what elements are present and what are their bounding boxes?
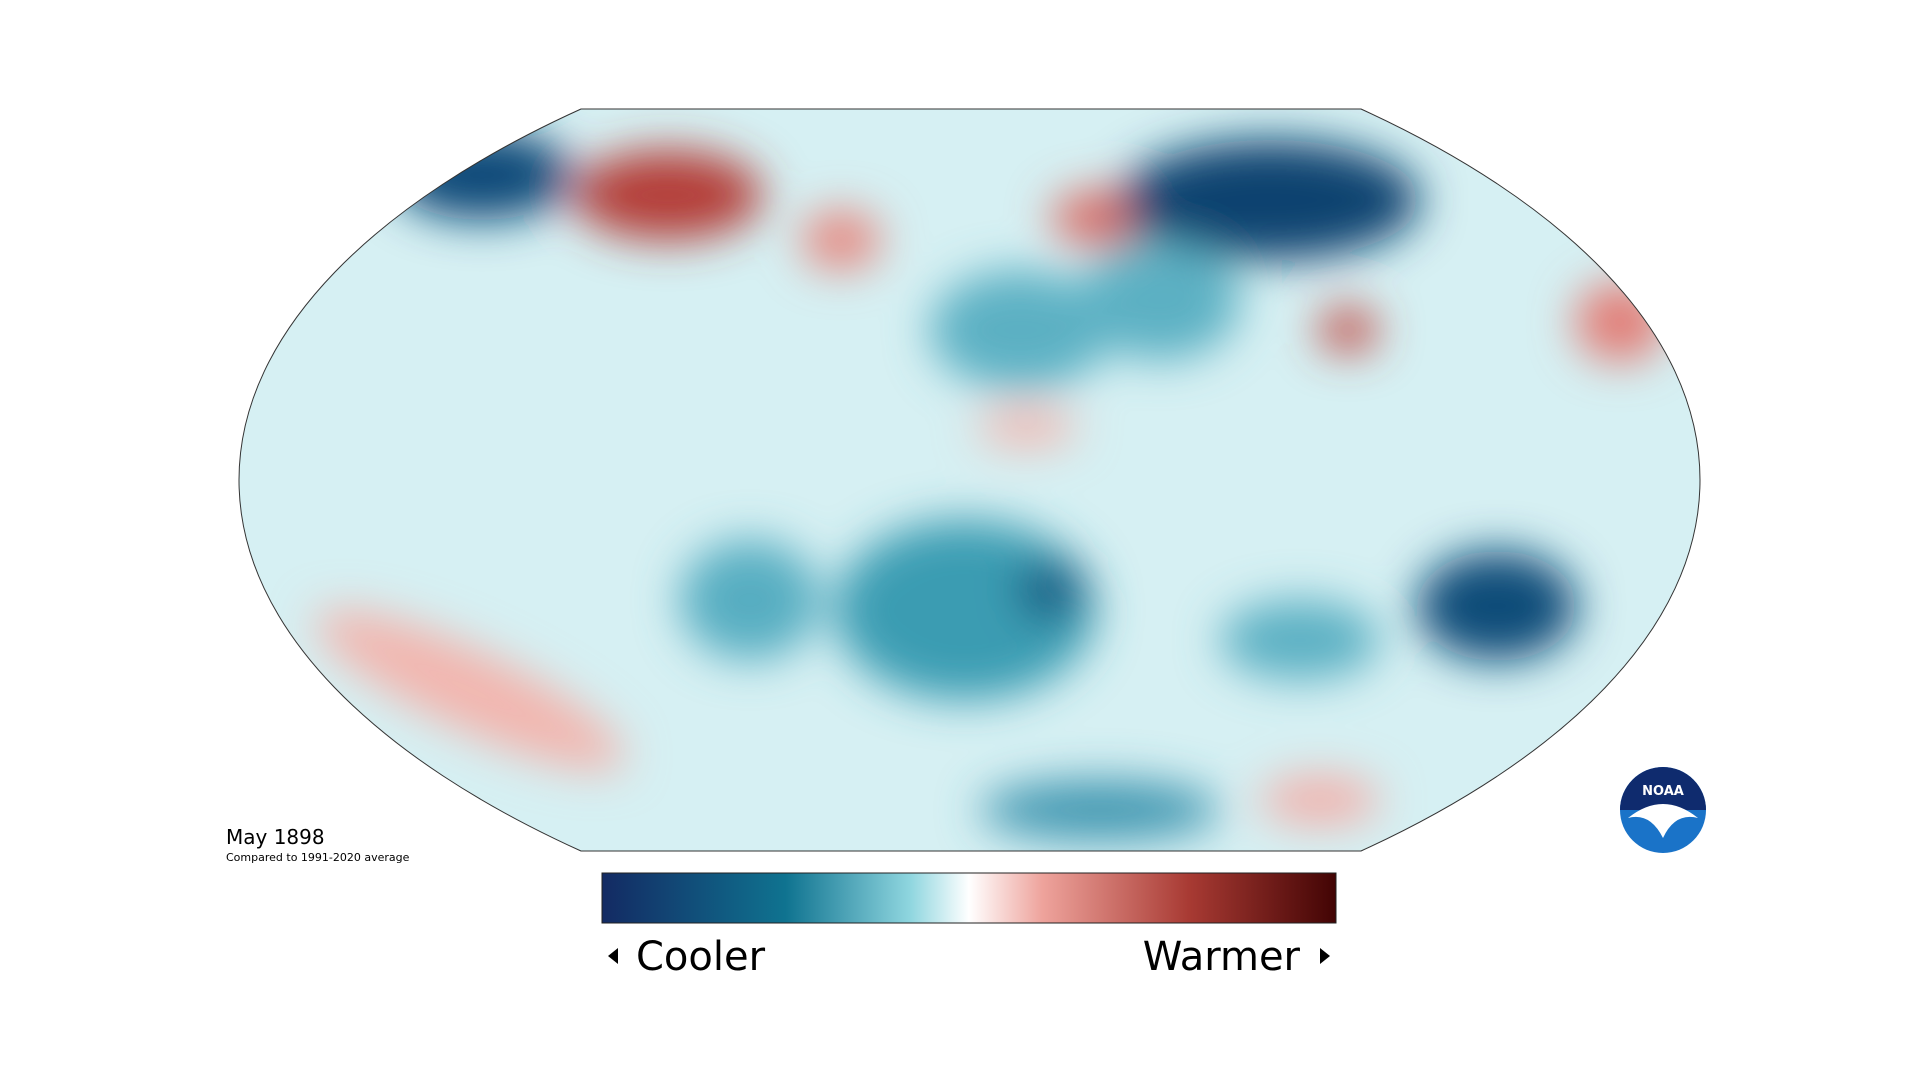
noaa-logo: NOAA	[1620, 767, 1706, 853]
map-outline	[238, 108, 1701, 852]
legend-high-label: Warmer	[1143, 934, 1301, 980]
legend-low-label: Cooler	[636, 934, 766, 980]
color-scale	[601, 872, 1337, 924]
map-subtitle: Compared to 1991-2020 average	[226, 851, 410, 864]
warmer-arrow	[1320, 948, 1330, 964]
logo-text: NOAA	[1642, 784, 1684, 799]
cooler-arrow	[608, 948, 618, 964]
map-title: May 1898	[226, 825, 325, 849]
anomaly-field	[239, 109, 1700, 851]
